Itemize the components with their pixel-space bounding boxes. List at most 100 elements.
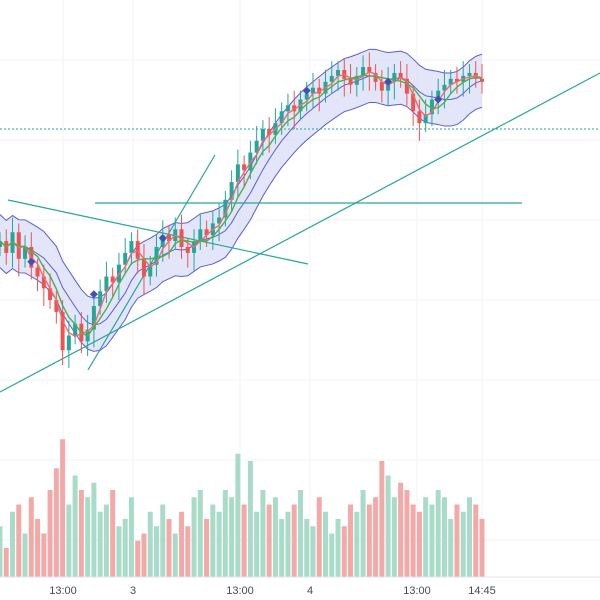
volume-bar [466,497,472,577]
candle[interactable] [411,84,416,127]
candle-body [66,335,71,351]
rising-support-trendline[interactable] [0,72,600,393]
volume-bar [241,504,247,577]
candle-body [279,111,284,124]
candle-body [429,99,434,115]
candle-body [417,111,422,124]
candle-body [198,229,203,242]
volume-bar [323,511,329,577]
candle[interactable] [104,261,109,304]
volume-bar [160,504,166,577]
candle[interactable] [217,202,222,242]
volume-bar [404,490,410,577]
candle[interactable] [48,273,53,309]
signal-marker [27,257,36,266]
candle[interactable] [129,232,134,265]
candle-body [254,140,259,153]
candle[interactable] [279,102,284,135]
time-axis-tick-label: 14:45 [468,585,496,597]
candle[interactable] [417,99,422,141]
candle[interactable] [204,220,209,247]
volume-bar [72,475,78,577]
band-fill [0,49,482,352]
signal-markers [27,77,443,299]
candle[interactable] [260,120,265,156]
candle[interactable] [179,214,184,259]
candle[interactable] [23,235,28,268]
candle[interactable] [235,149,240,197]
time-axis[interactable]: 13:00 3 13:00 4 13:00 14:45 [49,585,496,597]
candle[interactable] [386,67,391,106]
candle[interactable] [60,300,65,365]
volume-bar [416,511,422,577]
candle[interactable] [229,170,234,212]
volume-bar [360,490,366,577]
candle[interactable] [361,55,366,91]
volume-bar [272,497,278,577]
candle-body [129,241,134,253]
candle[interactable] [379,70,384,103]
trendline-drawings[interactable] [0,72,600,393]
channel-edge-line[interactable] [87,154,216,371]
volume-bar [341,526,347,577]
descending-trendline[interactable] [7,199,309,265]
candle[interactable] [404,64,409,106]
volume-bar [454,504,460,577]
volume-bar [204,519,210,577]
candle-body [73,323,78,336]
time-axis-tick-label: 13:00 [403,585,431,597]
candle[interactable] [480,64,484,94]
candle[interactable] [0,232,2,256]
candle[interactable] [254,126,259,165]
volume-bar [66,504,72,577]
candle[interactable] [198,214,203,250]
candle[interactable] [41,264,46,306]
candle-body [310,87,315,94]
candle[interactable] [398,61,403,88]
candle[interactable] [73,314,78,345]
volume-bar [316,497,322,577]
volume-bar [398,482,404,577]
candle[interactable] [141,244,146,295]
volume-bar [22,533,28,577]
volume-bar [285,511,291,577]
volume-bar [216,511,222,577]
candle-body [229,182,234,200]
volume-bar [197,490,203,577]
candle[interactable] [148,255,153,286]
signal-marker [89,290,98,299]
candle[interactable] [373,64,378,91]
candle-body [41,276,46,289]
candle[interactable] [329,61,334,94]
candle-body [204,229,209,236]
candle-body [423,114,428,124]
volume-bar [122,519,128,577]
candle[interactable] [448,70,453,94]
candle-body [98,291,103,306]
volume-bar [423,497,429,577]
volume-bar [260,490,266,577]
candle-body [148,264,153,277]
volume-bar [35,519,41,577]
candle[interactable] [154,235,159,277]
candle-body [373,72,378,82]
volume-bar [429,504,435,577]
volume-bar [448,519,454,577]
candle-body [217,217,222,224]
candle-body [123,252,128,265]
candle-body [292,105,297,112]
candle[interactable] [317,78,322,112]
candle[interactable] [66,320,71,368]
volume-bar [85,497,91,577]
candle[interactable] [454,67,459,94]
ema-fast-line [0,71,483,338]
volume-bar [354,511,360,577]
candle-body [60,311,65,351]
volume-bar [53,468,59,577]
candle[interactable] [54,291,59,324]
candle[interactable] [91,297,96,348]
candle[interactable] [310,72,315,109]
time-axis-tick-label: 4 [307,585,313,597]
